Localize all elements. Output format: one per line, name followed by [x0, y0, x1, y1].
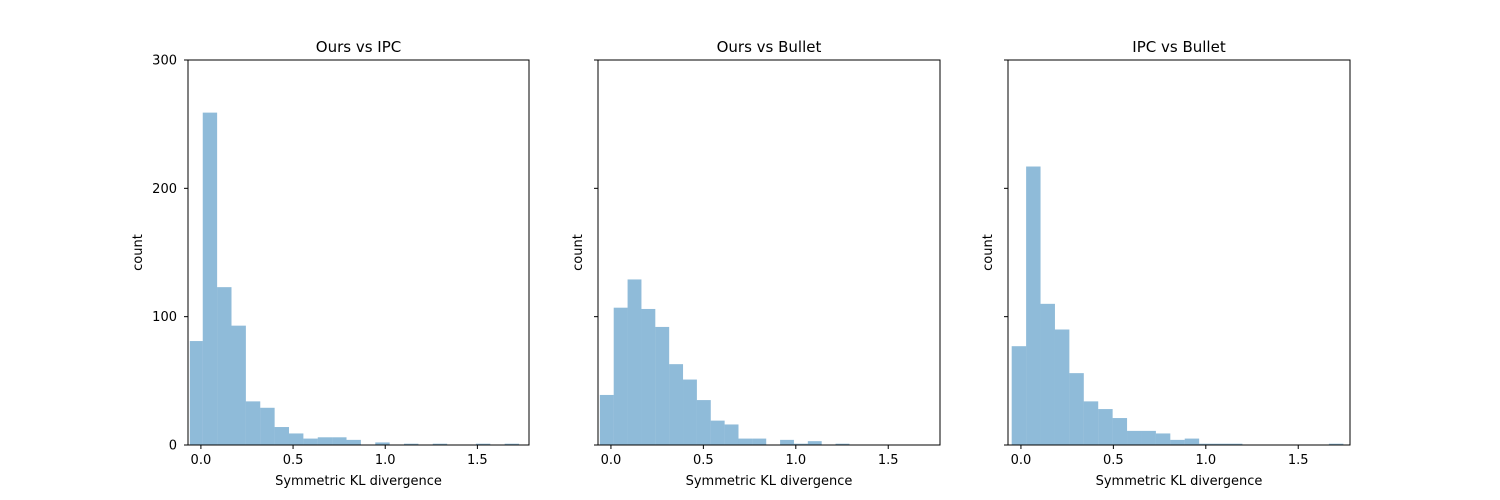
histogram-bar	[793, 443, 808, 445]
plot-frame	[187, 59, 530, 446]
histogram-bar	[613, 307, 628, 445]
histogram-bar	[260, 407, 275, 445]
x-tick-label: 0.5	[1103, 453, 1124, 468]
histogram-bar	[669, 364, 684, 445]
histogram-bar	[1141, 430, 1156, 445]
histogram-bar	[627, 279, 642, 445]
histogram-bar	[1112, 418, 1128, 445]
y-axis-label: count	[981, 234, 996, 271]
histogram-bar	[696, 400, 711, 445]
histogram-bar	[274, 427, 290, 445]
histogram-bar	[1213, 443, 1228, 445]
histogram-bar	[1054, 329, 1070, 445]
histogram-bar	[475, 443, 491, 445]
histogram-bar	[1026, 166, 1041, 445]
histogram-bar	[504, 443, 520, 445]
histogram-bar	[599, 394, 614, 445]
histogram-bar	[217, 287, 232, 445]
x-tick-label: 0.0	[1011, 453, 1032, 468]
histogram-bar	[432, 443, 448, 445]
histogram-bar	[231, 325, 246, 445]
histogram-bar	[1011, 346, 1027, 445]
histogram-bar	[1040, 303, 1055, 445]
histogram-bar	[289, 433, 304, 445]
histogram-bar	[641, 308, 656, 445]
histogram-bar	[1127, 430, 1142, 445]
y-tick-label: 200	[152, 182, 177, 197]
histogram-bar	[1184, 438, 1200, 445]
histogram-bar	[1199, 443, 1214, 445]
histogram-bar	[1170, 439, 1185, 445]
histogram-bar	[189, 341, 203, 445]
plot-frame	[1007, 59, 1351, 446]
histogram-bar	[346, 439, 361, 445]
x-axis-label: Symmetric KL divergence	[686, 474, 853, 489]
x-tick-label: 1.0	[1195, 453, 1216, 468]
x-tick-label: 1.5	[878, 453, 899, 468]
histogram-bar	[752, 438, 767, 445]
histogram-bar	[1227, 443, 1243, 445]
chart-panel-2: 0.0 0.5 1.0 1.5 Ours vs Bullet Symmetric KL d…	[571, 38, 941, 489]
x-tick-label: 1.5	[467, 453, 488, 468]
x-tick-label: 0.5	[693, 453, 714, 468]
chart-title: IPC vs Bullet	[1132, 38, 1226, 56]
y-axis-label: count	[571, 234, 586, 271]
histogram-bar	[1098, 409, 1113, 445]
y-axis-label: count	[131, 234, 146, 271]
histogram-bar	[1155, 433, 1171, 445]
x-tick-label: 0.0	[601, 453, 622, 468]
y-tick-label: 0	[169, 439, 177, 454]
histogram-bar	[1083, 401, 1099, 445]
chart-title: Ours vs Bullet	[717, 38, 822, 56]
histogram-bar	[317, 437, 333, 445]
y-tick-label: 300	[152, 54, 177, 69]
x-tick-label: 0.0	[191, 453, 212, 468]
histogram-bar	[724, 424, 739, 445]
histogram-bar	[1328, 443, 1344, 445]
x-tick-label: 1.0	[375, 453, 396, 468]
histogram-bar	[655, 326, 670, 445]
histogram-bar	[245, 401, 261, 445]
chart-title: Ours vs IPC	[316, 38, 401, 56]
histogram-bar	[710, 420, 725, 445]
histogram-bar	[683, 379, 697, 445]
histogram-bar	[303, 438, 318, 445]
x-tick-label: 0.5	[283, 453, 304, 468]
histogram-bar	[375, 442, 390, 445]
histogram-bar	[404, 443, 419, 445]
x-tick-label: 1.0	[785, 453, 806, 468]
histogram-bar	[332, 437, 347, 445]
histogram-bar	[738, 438, 753, 445]
plot-frame	[597, 59, 941, 446]
histogram-bar	[202, 112, 218, 445]
histogram-bar	[807, 441, 822, 445]
x-tick-label: 1.5	[1288, 453, 1309, 468]
histogram-bar	[835, 443, 850, 445]
chart-panel-1: 0.0 0.5 1.0 1.5 0 100 200 300 Ours vs IPC Symmetr…	[131, 38, 530, 489]
histogram-bar	[1069, 373, 1084, 445]
chart-panel-3: 0.0 0.5 1.0 1.5 IPC vs Bullet Symmetric KL di…	[981, 38, 1351, 489]
x-axis-label: Symmetric KL divergence	[275, 474, 442, 489]
y-tick-label: 100	[152, 310, 177, 325]
x-axis-label: Symmetric KL divergence	[1096, 474, 1263, 489]
histogram-bar	[780, 439, 794, 445]
